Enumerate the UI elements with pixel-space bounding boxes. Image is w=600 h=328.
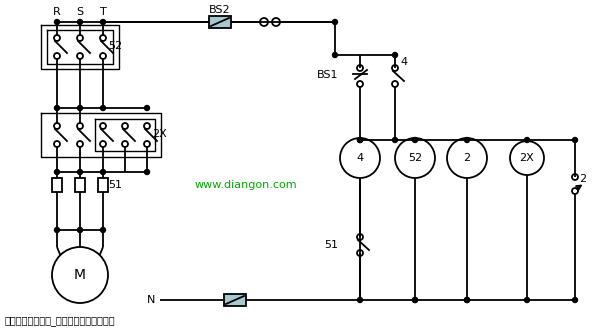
Text: 2X: 2X <box>152 129 167 139</box>
Circle shape <box>413 137 418 142</box>
Circle shape <box>524 137 530 142</box>
Circle shape <box>358 137 362 142</box>
Circle shape <box>358 137 362 142</box>
Text: 52: 52 <box>108 41 122 51</box>
Circle shape <box>392 52 398 57</box>
Circle shape <box>55 106 59 111</box>
Text: 2: 2 <box>463 153 470 163</box>
Circle shape <box>55 170 59 174</box>
Circle shape <box>77 170 83 174</box>
Circle shape <box>572 137 577 142</box>
Circle shape <box>145 170 149 174</box>
Text: S: S <box>76 7 83 17</box>
Circle shape <box>392 137 398 142</box>
Circle shape <box>101 19 106 25</box>
Circle shape <box>55 228 59 233</box>
Text: 2X: 2X <box>520 153 535 163</box>
Circle shape <box>55 19 59 25</box>
Text: M: M <box>74 268 86 282</box>
Circle shape <box>101 228 106 233</box>
Text: N: N <box>146 295 155 305</box>
Circle shape <box>77 106 83 111</box>
Circle shape <box>358 297 362 302</box>
Text: 常用电气控制回路_电气二次回路基础知识: 常用电气控制回路_电气二次回路基础知识 <box>5 316 116 326</box>
Circle shape <box>464 297 470 302</box>
Text: T: T <box>100 7 106 17</box>
Circle shape <box>524 297 530 302</box>
Text: 4: 4 <box>356 153 364 163</box>
Text: 51: 51 <box>324 240 338 250</box>
Circle shape <box>332 52 337 57</box>
Circle shape <box>464 297 470 302</box>
Text: 52: 52 <box>408 153 422 163</box>
Text: BS2: BS2 <box>209 5 231 15</box>
Bar <box>224 294 246 306</box>
Text: 4: 4 <box>400 57 407 67</box>
Circle shape <box>77 19 83 25</box>
Bar <box>98 178 108 192</box>
Bar <box>209 16 231 28</box>
Bar <box>52 178 62 192</box>
Text: 2: 2 <box>579 174 586 184</box>
Bar <box>75 178 85 192</box>
Text: 51: 51 <box>108 180 122 190</box>
Circle shape <box>413 297 418 302</box>
Text: BS1: BS1 <box>317 70 338 80</box>
Circle shape <box>413 297 418 302</box>
Circle shape <box>145 106 149 111</box>
Circle shape <box>77 228 83 233</box>
Text: R: R <box>53 7 61 17</box>
Circle shape <box>101 106 106 111</box>
Circle shape <box>572 297 577 302</box>
Text: www.diangon.com: www.diangon.com <box>195 180 298 190</box>
Circle shape <box>332 19 337 25</box>
Circle shape <box>464 137 470 142</box>
Circle shape <box>101 170 106 174</box>
